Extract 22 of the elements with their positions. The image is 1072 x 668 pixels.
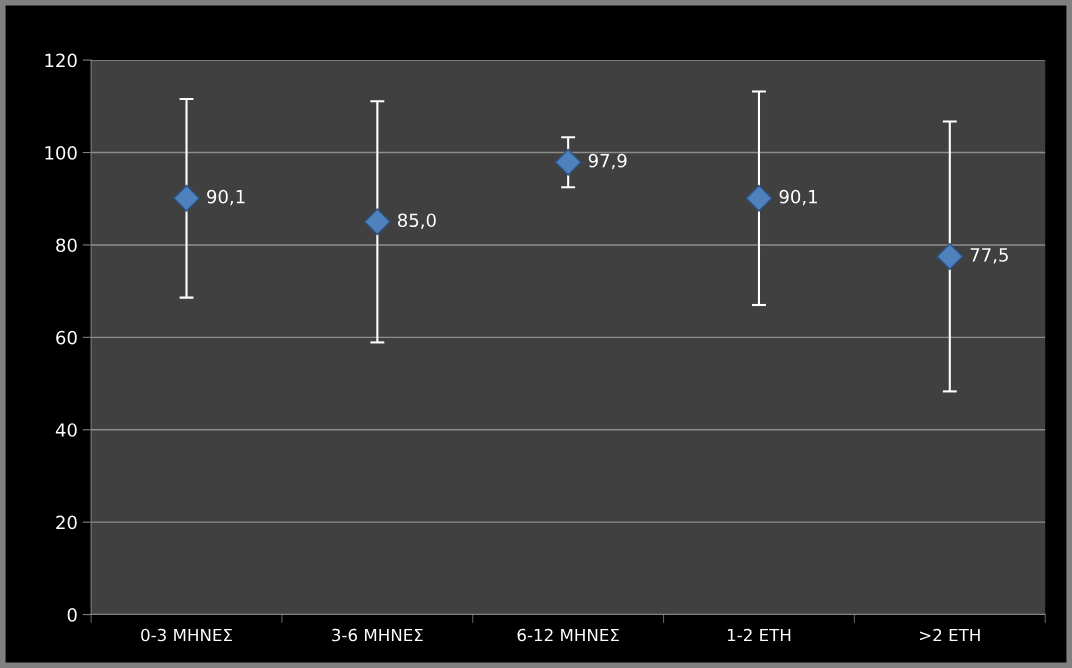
data-label: 97,9 xyxy=(588,153,627,170)
y-tick-label: 0 xyxy=(67,608,77,622)
y-tick-label: 80 xyxy=(56,238,77,253)
data-label: 85,0 xyxy=(398,213,436,229)
point xyxy=(363,208,391,236)
point xyxy=(936,243,964,270)
x-tick-label: 3-6 ΜΗΝΕΣ xyxy=(332,628,423,642)
point xyxy=(554,148,582,176)
x-tick-label: 1-2 ΕΤΗ xyxy=(727,628,791,642)
y-tick-label: 20 xyxy=(56,515,77,530)
data-label: 90,1 xyxy=(207,189,245,206)
x-tick-label: 0-3 ΜΗΝΕΣ xyxy=(141,628,232,642)
x-tick-label: 6-12 ΜΗΝΕΣ xyxy=(517,628,619,642)
data-label: 90,1 xyxy=(779,189,817,206)
y-tick-label: 120 xyxy=(45,53,77,68)
y-tick-label: 100 xyxy=(45,145,77,160)
point xyxy=(745,184,773,212)
y-tick-label: 40 xyxy=(55,423,77,437)
y-tick-label: 60 xyxy=(56,330,77,345)
data-label: 77,5 xyxy=(970,248,1008,264)
point xyxy=(173,184,200,212)
x-tick-label: >2 ΕΤΗ xyxy=(920,628,980,642)
